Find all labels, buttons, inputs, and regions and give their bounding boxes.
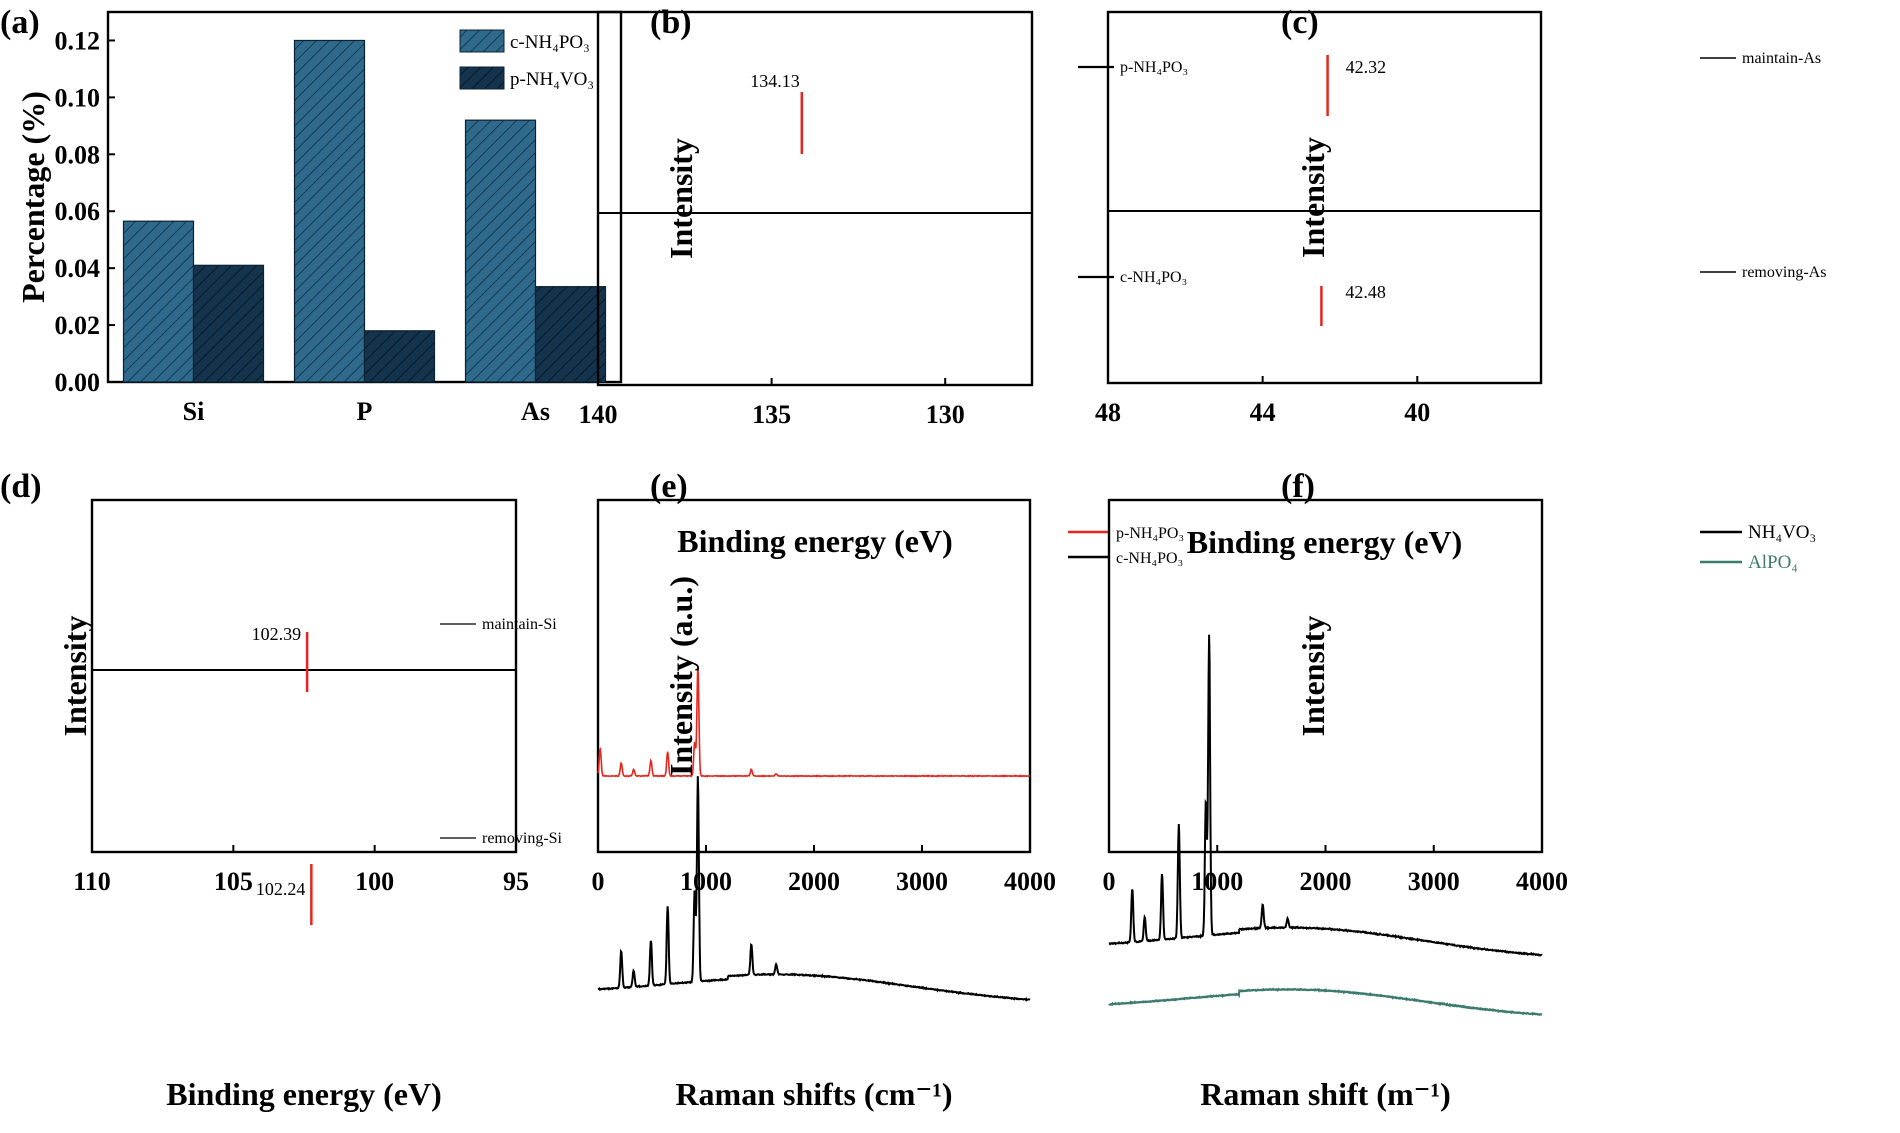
x-tick-label: 2000 xyxy=(788,867,840,896)
peak-annotation: 102.39 xyxy=(252,624,302,644)
peak-annotation: 42.32 xyxy=(1346,57,1387,77)
x-tick-label: 1000 xyxy=(1191,867,1243,896)
x-tick-label: 95 xyxy=(503,867,529,896)
spectrum-line-pnhpo xyxy=(597,666,1030,778)
x-tick-label: 0 xyxy=(592,867,605,896)
y-tick-label: 0.08 xyxy=(55,140,101,169)
x-axis-title: Raman shifts (cm⁻¹) xyxy=(675,1076,952,1112)
legend-label: removing-As xyxy=(1742,264,1826,281)
y-axis-title: Intensity xyxy=(1295,616,1331,737)
x-tick-label: 3000 xyxy=(1408,867,1460,896)
bar-si-p xyxy=(192,264,265,383)
y-tick-label: 0.04 xyxy=(55,254,101,283)
bar-si-c xyxy=(122,220,195,383)
x-tick-label: 140 xyxy=(579,400,618,429)
bar-as-p xyxy=(534,286,607,383)
bar-p-c xyxy=(293,39,366,383)
x-tick-label: 135 xyxy=(752,400,791,429)
x-tick-label: 130 xyxy=(926,400,965,429)
peak-annotation: 134.13 xyxy=(750,71,800,91)
legend-label: p-NH₄VO₃ xyxy=(510,69,594,90)
legend-label: c-NH₄PO₃ xyxy=(1116,550,1183,567)
panel-label: (a) xyxy=(0,4,40,41)
x-tick-label: 105 xyxy=(214,867,253,896)
y-axis-title: Intensity (a.u.) xyxy=(663,576,699,776)
legend-label: p-NH₄PO₃ xyxy=(1120,59,1188,76)
x-tick-label: 48 xyxy=(1095,398,1121,427)
x-tick-label: 3000 xyxy=(896,867,948,896)
y-tick-label: 0.06 xyxy=(55,197,101,226)
y-tick-label: 0.10 xyxy=(55,83,101,112)
x-tick-label: 100 xyxy=(355,867,394,896)
legend-label: AlPO₄ xyxy=(1748,552,1798,573)
bar-p-p xyxy=(363,330,436,383)
spectrum-line-cnhpo xyxy=(597,776,1031,1002)
x-tick-label: 110 xyxy=(73,867,111,896)
peak-annotation: 102.24 xyxy=(256,879,306,899)
x-axis-title: Binding energy (eV) xyxy=(677,523,953,559)
y-axis-title: Intensity xyxy=(57,616,93,737)
peak-annotation: 42.48 xyxy=(1345,282,1386,302)
panel-label: (e) xyxy=(650,468,688,505)
x-tick-label: 4000 xyxy=(1516,867,1568,896)
x-tick-label: P xyxy=(357,397,373,426)
legend-label: maintain-Si xyxy=(482,616,557,633)
panel-c: 48 44 40 maintain-As removing-As 42.32 42.48 (c… xyxy=(1095,4,1826,560)
legend-label: removing-Si xyxy=(482,830,563,847)
plot-frame xyxy=(596,10,1034,387)
x-tick-label: 40 xyxy=(1404,398,1430,427)
y-tick-label: 0.02 xyxy=(55,311,101,340)
panel-label: (f) xyxy=(1281,468,1315,505)
x-tick-label: 1000 xyxy=(680,867,732,896)
legend-label: p-NH₄PO₃ xyxy=(1116,525,1184,542)
x-axis-title: Raman shift (m⁻¹) xyxy=(1200,1076,1450,1112)
x-axis-title: Binding energy (eV) xyxy=(1187,524,1463,560)
y-axis-title: Percentage (%) xyxy=(15,91,51,303)
plot-frame xyxy=(90,498,518,854)
panel-e: 0 1000 2000 3000 4000 p-NH₄PO₃ c-NH₄PO₃ (e) Rama… xyxy=(592,468,1185,1112)
plot-frame xyxy=(1106,10,1543,385)
panel-f: 0 1000 2000 3000 4000 NH₄VO₃ AlPO₄ (f) Raman shi… xyxy=(1103,468,1817,1112)
legend-swatch xyxy=(459,66,505,90)
panel-d: 110 105 100 95 maintain-Si removing-Si 102.39 1… xyxy=(0,468,563,1112)
x-tick-label: Si xyxy=(183,397,205,426)
legend-label: c-NH₄PO₃ xyxy=(510,32,590,53)
x-tick-label: As xyxy=(521,397,550,426)
x-tick-label: 0 xyxy=(1103,867,1116,896)
x-tick-label: 2000 xyxy=(1300,867,1352,896)
x-tick-label: 4000 xyxy=(1004,867,1056,896)
y-tick-label: 0.12 xyxy=(55,26,101,55)
legend-label: maintain-As xyxy=(1742,50,1821,67)
x-tick-label: 44 xyxy=(1250,398,1276,427)
panel-a: 0.00 0.02 0.04 0.06 0.08 0.10 0.12 Si P As c-NH₄PO… xyxy=(0,4,623,426)
spectrum-line-nhvo xyxy=(1108,634,1543,957)
y-tick-label: 0.00 xyxy=(55,368,101,397)
y-axis-title: Intensity xyxy=(1295,137,1331,258)
panel-label: (b) xyxy=(650,4,692,41)
panel-label: (d) xyxy=(0,468,42,505)
y-axis-title: Intensity xyxy=(663,138,699,259)
legend-label: c-NH₄PO₃ xyxy=(1120,269,1187,286)
bar-as-c xyxy=(464,119,537,383)
panel-label: (c) xyxy=(1281,4,1319,41)
spectrum-line-alpo xyxy=(1108,987,1543,1016)
legend-label: NH₄VO₃ xyxy=(1748,522,1816,543)
x-axis-title: Binding energy (eV) xyxy=(166,1076,442,1112)
legend-swatch xyxy=(459,29,505,53)
panel-b: 140 135 130 p-NH₄PO₃ c-NH₄PO₃ 134.13 (b) Bindin… xyxy=(579,4,1188,559)
